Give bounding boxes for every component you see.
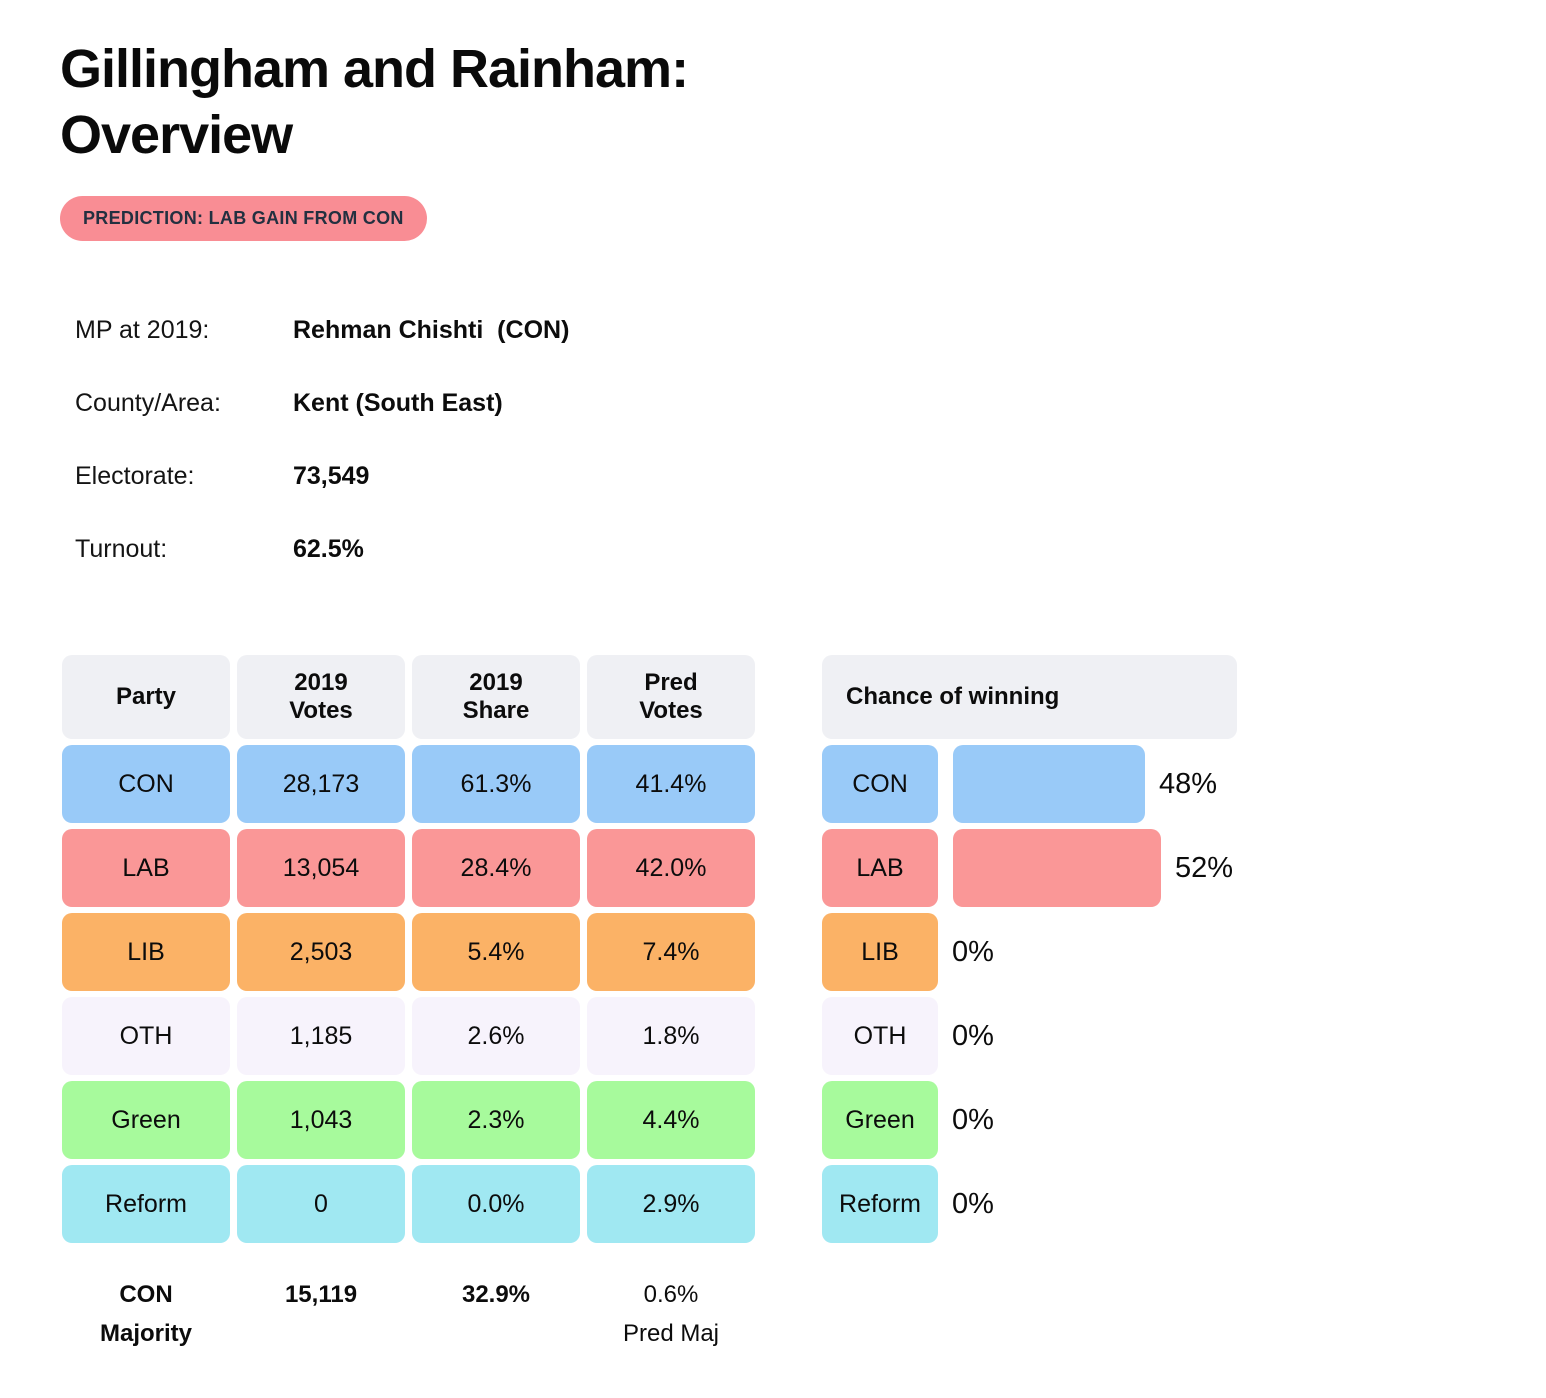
cell-con-party: CON — [62, 745, 230, 823]
cell-con-pred: 41.4% — [587, 745, 755, 823]
cell-lab-pred: 42.0% — [587, 829, 755, 907]
predicted-majority: 0.6% Pred Maj — [622, 1281, 720, 1347]
chance-label-green: Green — [822, 1081, 938, 1159]
cell-lib-share: 5.4% — [412, 913, 580, 991]
info-label-electorate: Electorate: — [75, 462, 195, 490]
cell-reform-votes: 0 — [237, 1165, 405, 1243]
info-value-county: Kent (South East) — [293, 389, 503, 417]
chance-row-con: CON 48% — [822, 745, 1422, 823]
info-value-turnout: 62.5% — [293, 535, 364, 563]
chance-label-con: CON — [822, 745, 938, 823]
results-table: Party 2019 Votes 2019 Share Pred Votes C… — [62, 655, 755, 1243]
cell-reform-pred: 2.9% — [587, 1165, 755, 1243]
cell-lab-votes: 13,054 — [237, 829, 405, 907]
header-2019-votes: 2019 Votes — [237, 655, 405, 739]
cell-green-votes: 1,043 — [237, 1081, 405, 1159]
cell-reform-share: 0.0% — [412, 1165, 580, 1243]
header-2019-share: 2019 Share — [412, 655, 580, 739]
majority-votes: 15,119 — [284, 1281, 358, 1308]
info-row-county: County/Area: Kent (South East) — [75, 390, 1546, 417]
content-row: Party 2019 Votes 2019 Share Pred Votes C… — [62, 655, 1546, 1249]
cell-lab-party: LAB — [62, 829, 230, 907]
chance-row-lab: LAB 52% — [822, 829, 1422, 907]
info-value-mp: Rehman Chishti (CON) — [293, 316, 570, 344]
majority-footer: CON Majority 15,119 32.9% 0.6% Pred Maj — [62, 1275, 755, 1353]
chance-row-oth: OTH 0% — [822, 997, 1422, 1075]
cell-oth-votes: 1,185 — [237, 997, 405, 1075]
majority-share: 32.9% — [461, 1281, 531, 1308]
cell-con-share: 61.3% — [412, 745, 580, 823]
page-title-line2: Overview — [60, 105, 293, 165]
cell-lab-share: 28.4% — [412, 829, 580, 907]
chance-label-reform: Reform — [822, 1165, 938, 1243]
chance-label-lab: LAB — [822, 829, 938, 907]
cell-green-party: Green — [62, 1081, 230, 1159]
chance-pct-green: 0% — [952, 1103, 994, 1136]
chance-row-lib: LIB 0% — [822, 913, 1422, 991]
header-party: Party — [62, 655, 230, 739]
cell-reform-party: Reform — [62, 1165, 230, 1243]
chance-pct-reform: 0% — [952, 1187, 994, 1220]
cell-oth-party: OTH — [62, 997, 230, 1075]
page-title: Gillingham and Rainham: Overview — [60, 36, 1546, 168]
cell-oth-pred: 1.8% — [587, 997, 755, 1075]
info-label-mp: MP at 2019: — [75, 316, 210, 344]
chance-pct-oth: 0% — [952, 1019, 994, 1052]
majority-label: CON Majority — [99, 1281, 192, 1347]
chance-pct-lib: 0% — [952, 935, 994, 968]
info-label-turnout: Turnout: — [75, 535, 168, 563]
chance-row-green: Green 0% — [822, 1081, 1422, 1159]
chance-pct-lab: 52% — [1175, 851, 1234, 884]
chance-panel-title: Chance of winning — [822, 655, 1237, 739]
page-title-line1: Gillingham and Rainham: — [60, 39, 689, 99]
info-value-electorate: 73,549 — [293, 462, 370, 490]
cell-oth-share: 2.6% — [412, 997, 580, 1075]
chance-row-reform: Reform 0% — [822, 1165, 1422, 1243]
cell-lib-pred: 7.4% — [587, 913, 755, 991]
chance-pct-con: 48% — [1159, 767, 1218, 800]
chance-label-oth: OTH — [822, 997, 938, 1075]
cell-green-share: 2.3% — [412, 1081, 580, 1159]
cell-green-pred: 4.4% — [587, 1081, 755, 1159]
chance-of-winning-panel: Chance of winning CON 48% LAB 52% LIB 0%… — [822, 655, 1422, 1249]
header-pred-votes: Pred Votes — [587, 655, 755, 739]
prediction-badge: PREDICTION: LAB GAIN FROM CON — [60, 196, 427, 241]
cell-lib-party: LIB — [62, 913, 230, 991]
cell-con-votes: 28,173 — [237, 745, 405, 823]
constituency-info: MP at 2019: Rehman Chishti (CON) County/… — [75, 317, 1546, 563]
chance-bar-lab — [953, 829, 1161, 907]
info-label-county: County/Area: — [75, 389, 221, 417]
info-row-electorate: Electorate: 73,549 — [75, 463, 1546, 490]
chance-bar-con — [953, 745, 1145, 823]
info-row-turnout: Turnout: 62.5% — [75, 536, 1546, 563]
chance-label-lib: LIB — [822, 913, 938, 991]
info-row-mp: MP at 2019: Rehman Chishti (CON) — [75, 317, 1546, 344]
cell-lib-votes: 2,503 — [237, 913, 405, 991]
